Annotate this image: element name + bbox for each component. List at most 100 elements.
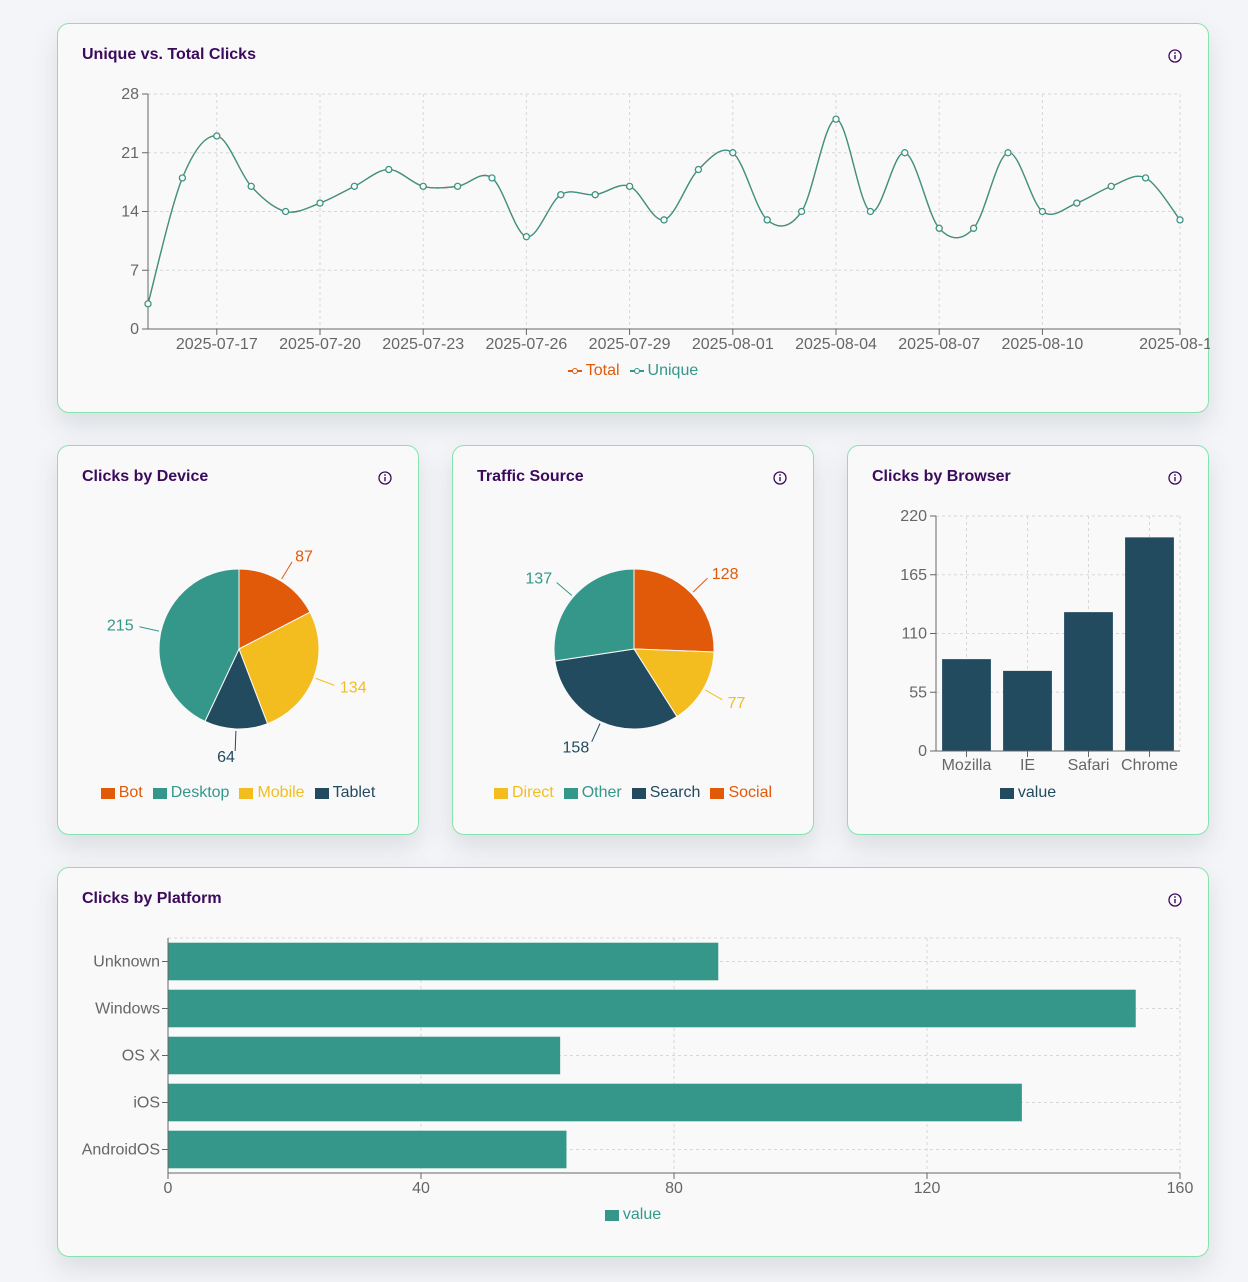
legend-item[interactable]: Direct [493, 784, 554, 802]
legend-swatch [631, 787, 646, 799]
x-tick-label: 2025-07-29 [589, 336, 671, 353]
chart-legend: value [848, 784, 1208, 802]
data-point [901, 149, 909, 157]
chart-legend: value [58, 1206, 1208, 1224]
card-traffic: Traffic Source 128 77 158 137 Direct Other Se… [452, 445, 814, 835]
line-chart: 0 7 14 21 28 2025-07-17 2025-07-20 2025-07-23 20… [121, 86, 1210, 353]
pie-value-label: 64 [217, 749, 235, 766]
pie-label-line [556, 582, 573, 596]
legend-label: value [622, 1206, 662, 1223]
pie-slice-social [633, 568, 715, 653]
browser-bar-chart: Mozilla IE Safari Chrome 0 55 110 165 220 [900, 508, 1181, 774]
legend-item[interactable]: Desktop [152, 784, 229, 802]
legend-label: Unique [647, 362, 699, 379]
bar-ie [1003, 670, 1052, 751]
legend-swatch [567, 366, 582, 376]
chart-legend: Total Unique [58, 362, 1208, 380]
pie-slice-direct [633, 648, 715, 718]
card-title: Traffic Source [477, 468, 584, 485]
legend-label: Other [581, 784, 622, 801]
y-tick-label: Unknown [93, 954, 160, 971]
legend-item[interactable]: Bot [100, 784, 143, 802]
info-icon[interactable] [1168, 49, 1182, 63]
data-point [1073, 199, 1081, 207]
legend-label: Tablet [332, 784, 376, 801]
info-icon[interactable] [1168, 893, 1182, 907]
y-tick-label: 0 [130, 321, 139, 338]
legend-item[interactable]: Tablet [314, 784, 376, 802]
pie-value-label: 158 [563, 739, 590, 756]
legend-item[interactable]: Mobile [239, 784, 305, 802]
x-tick-label: 2025-08-07 [898, 336, 980, 353]
data-point [419, 182, 427, 190]
y-tick-label: 0 [918, 743, 927, 760]
y-tick-label: 14 [121, 204, 139, 221]
y-tick-label: 165 [900, 567, 927, 584]
data-point [591, 191, 599, 199]
info-icon[interactable] [378, 471, 392, 485]
legend-item[interactable]: value [999, 784, 1056, 802]
bar-os-x [168, 1036, 561, 1075]
data-point [144, 300, 152, 308]
x-tick-label: IE [1020, 757, 1035, 774]
info-icon[interactable] [773, 471, 787, 485]
pie-slice-search [554, 648, 678, 730]
x-tick-label: 120 [914, 1180, 941, 1197]
legend-item[interactable]: Other [563, 784, 622, 802]
data-point [247, 182, 255, 190]
legend-item[interactable]: Unique [629, 362, 699, 380]
chart-legend: Direct Other Search Social [453, 784, 813, 802]
card-platform: Clicks by Platform Unknown Windows OS X iOS… [57, 867, 1209, 1257]
pie-value-label: 215 [107, 617, 134, 634]
data-point [385, 165, 393, 174]
pie-label-line [692, 577, 708, 593]
pie-slice-other [553, 568, 635, 662]
data-point [832, 115, 840, 123]
card-browser: Clicks by Browser Mozilla IE Safari Chrome 0… [847, 445, 1209, 835]
legend-item[interactable]: Search [631, 784, 700, 802]
legend-item[interactable]: value [604, 1206, 662, 1224]
x-tick-label: 2025-08-14 [1139, 336, 1210, 353]
y-tick-label: 55 [909, 684, 927, 701]
data-point [694, 165, 703, 174]
pie-slice-desktop [158, 568, 240, 723]
data-point [1141, 174, 1150, 182]
legend-swatch [152, 787, 167, 799]
info-icon[interactable] [1168, 471, 1182, 485]
data-point [729, 149, 737, 157]
traffic-pie-chart: 128 77 158 137 [525, 566, 746, 756]
data-point [969, 224, 978, 232]
legend-item[interactable]: Total [567, 362, 620, 380]
pie-value-label: 77 [728, 695, 746, 712]
card-device: Clicks by Device 87 134 64 215 Bot Desktop Mo… [57, 445, 419, 835]
data-point [316, 199, 324, 207]
x-tick-label: 2025-07-26 [485, 336, 567, 353]
y-tick-label: 21 [121, 145, 139, 162]
x-tick-label: 2025-08-01 [692, 336, 774, 353]
data-point [557, 191, 565, 199]
data-point [660, 216, 668, 224]
data-point [1038, 207, 1047, 216]
y-tick-label: 110 [901, 626, 927, 643]
legend-item[interactable]: Social [710, 784, 772, 802]
pie-value-label: 87 [295, 549, 313, 566]
y-tick-label: 220 [900, 508, 927, 525]
x-tick-label: 160 [1167, 1180, 1194, 1197]
data-point [1004, 149, 1012, 157]
bar-androidos [168, 1130, 567, 1169]
card-title: Unique vs. Total Clicks [82, 46, 256, 63]
legend-swatch [629, 366, 644, 376]
grid [148, 93, 1181, 330]
pie-label-line [139, 626, 160, 632]
pie-value-label: 137 [525, 571, 552, 588]
bar-windows [168, 989, 1136, 1028]
x-tick-label: Safari [1068, 757, 1110, 774]
legend-label: Social [728, 784, 773, 801]
card-clicks-over-time: Unique vs. Total Clicks 0 7 14 21 28 2025-07-… [57, 23, 1210, 413]
y-tick-label: Windows [95, 1001, 160, 1018]
data-point [488, 174, 496, 182]
bar-chrome [1125, 537, 1174, 751]
chart-legend: Bot Desktop Mobile Tablet [58, 784, 418, 802]
y-tick-label: OS X [122, 1048, 161, 1065]
bar-ios [168, 1083, 1022, 1122]
